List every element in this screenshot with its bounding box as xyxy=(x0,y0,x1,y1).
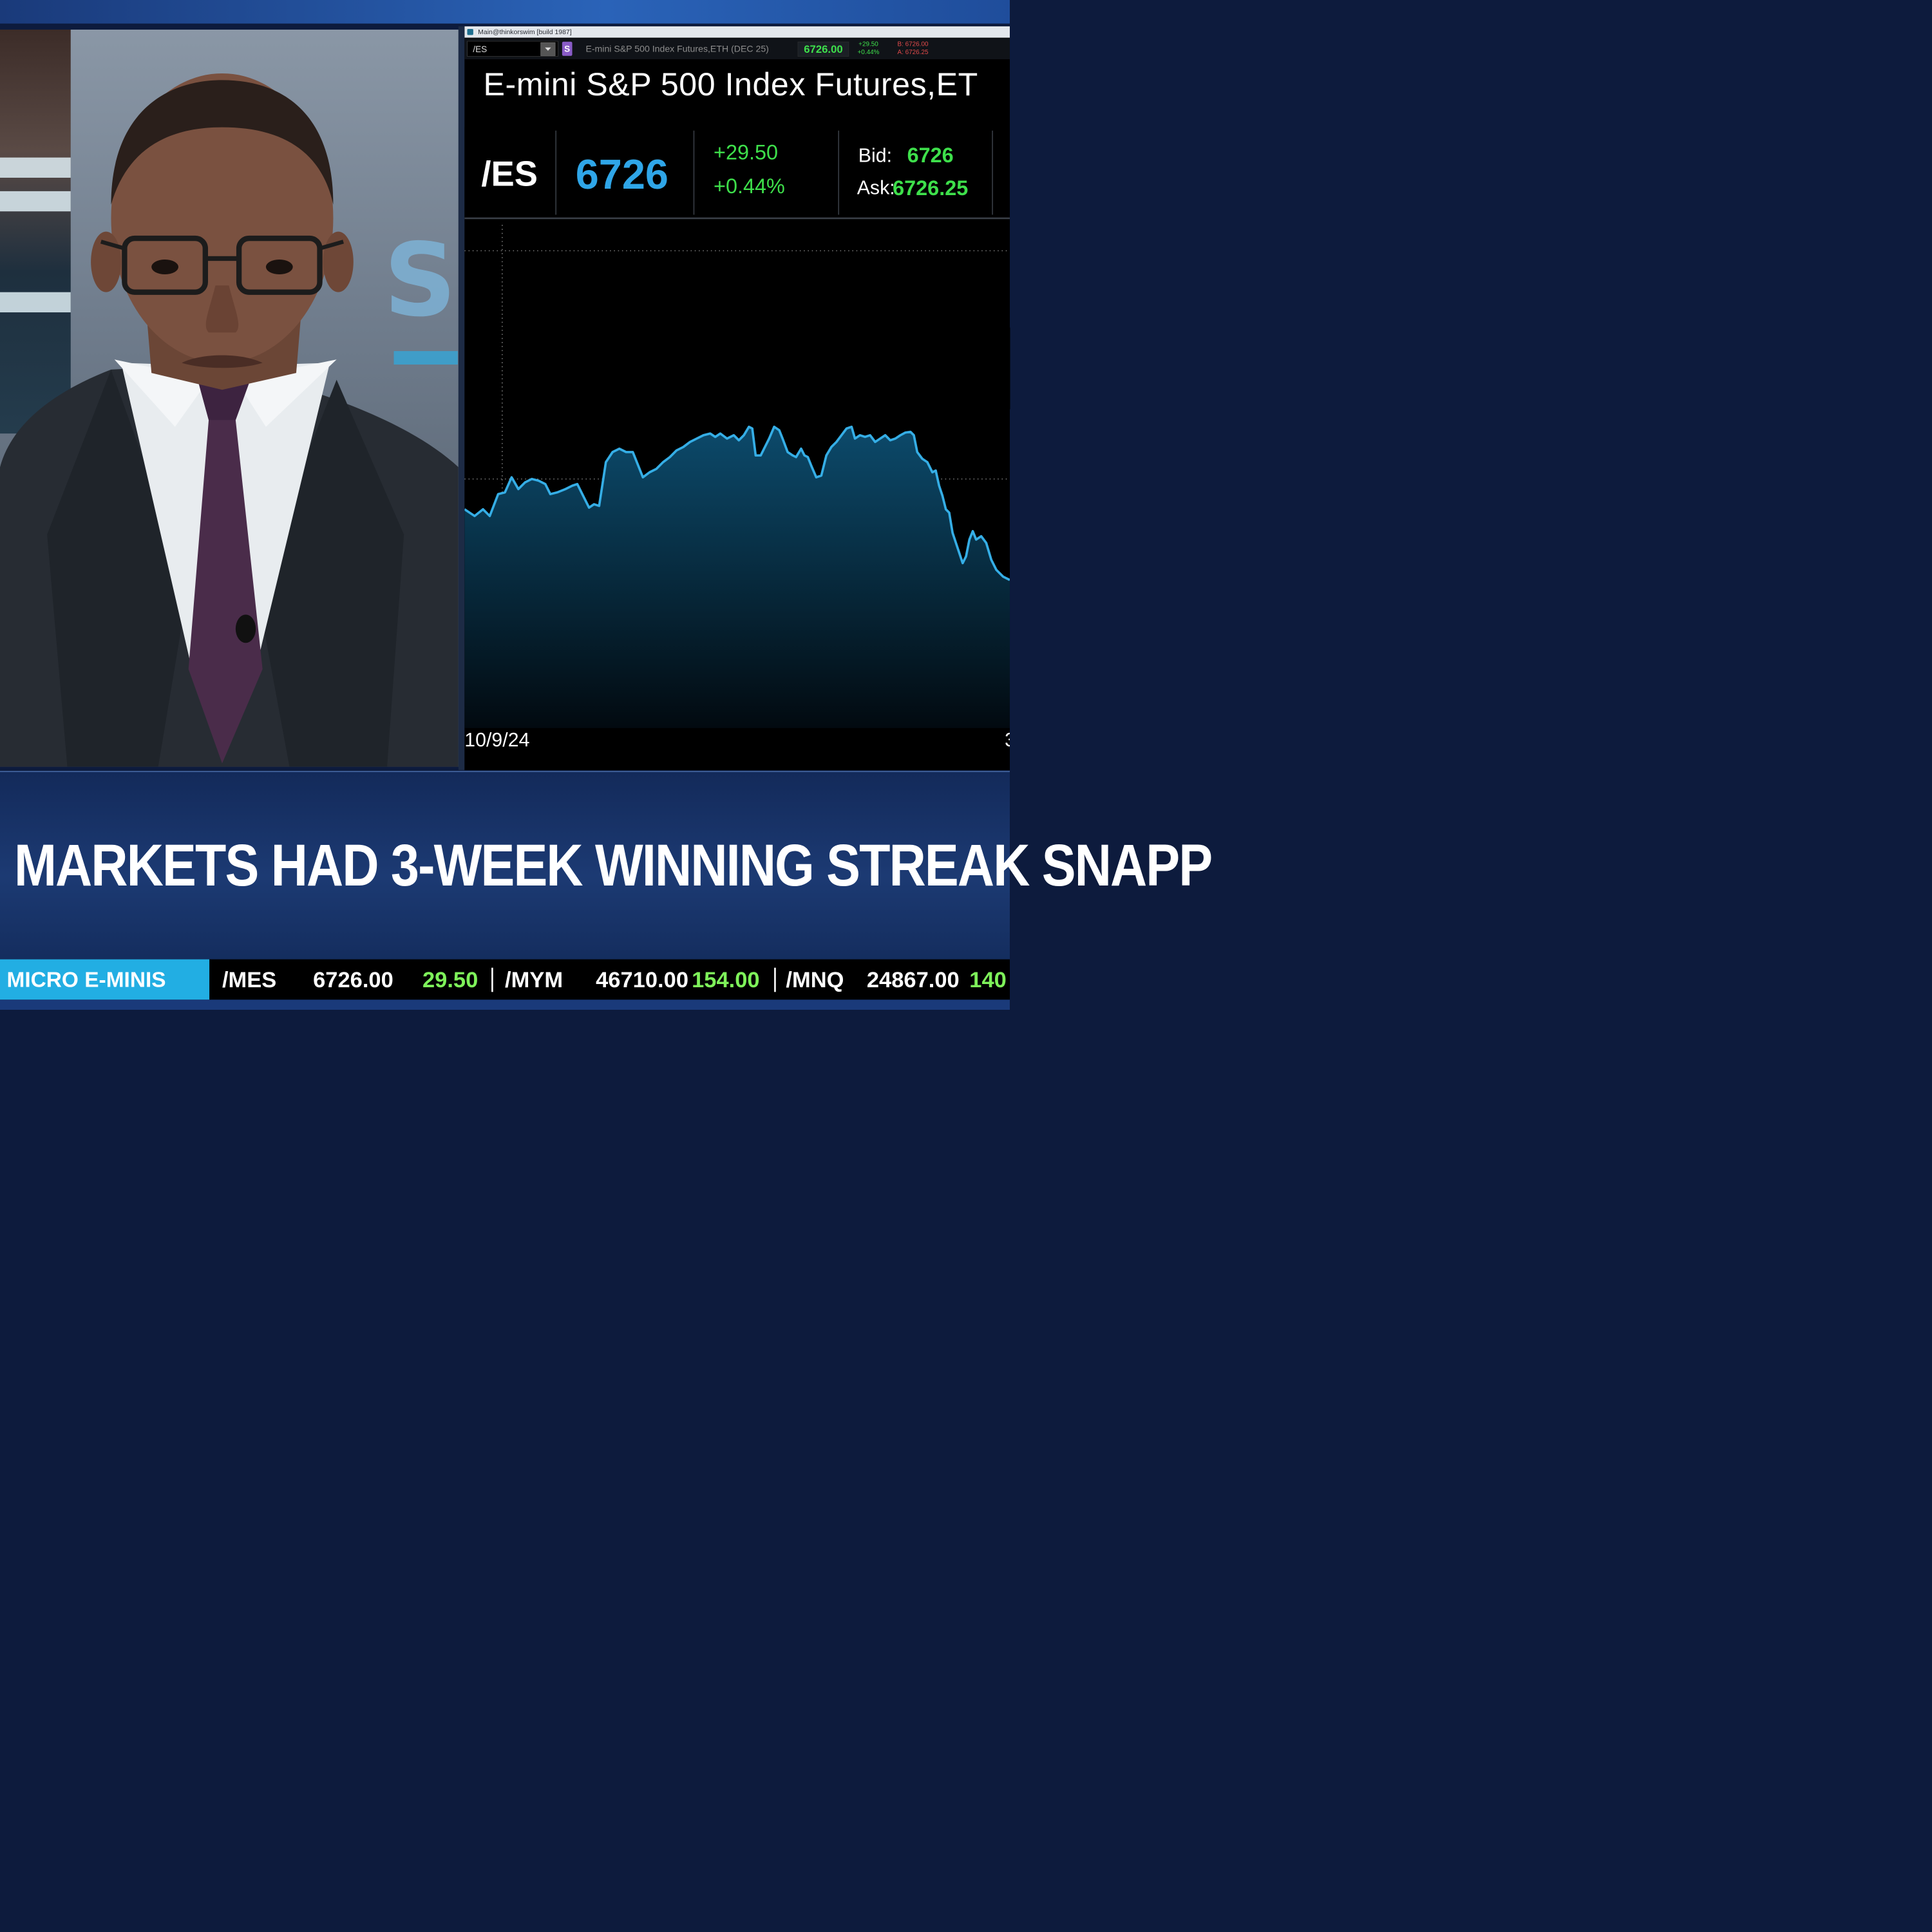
ticker-change: 154.00 xyxy=(692,967,760,992)
lower-third xyxy=(0,770,1010,961)
studio-light xyxy=(0,157,71,178)
price-area xyxy=(464,426,1010,728)
toolbar-bid: B: 6726.00 xyxy=(897,41,929,48)
symbol-description: E-mini S&P 500 Index Futures,ETH (DEC 25… xyxy=(585,43,769,54)
toolbar-bid-ask: B: 6726.00 A: 6726.25 xyxy=(889,41,936,57)
toolbar-net-change: +29.50 xyxy=(858,41,878,48)
quote-pct-change: +0.44% xyxy=(714,175,785,198)
ticker-value: 6726.00 xyxy=(313,967,393,992)
symbol-toolbar: /ES S E-mini S&P 500 Index Futures,ETH (… xyxy=(464,38,1010,59)
quote-separator xyxy=(693,130,695,215)
x-axis-end-label: 3 xyxy=(1005,728,1010,751)
ticker-label: MICRO E-MINIS xyxy=(0,959,210,1000)
studio-logo: Sc xyxy=(383,221,459,339)
bottom-strip xyxy=(0,999,1010,1010)
ticker-symbol: /MYM xyxy=(505,967,564,992)
ticker-separator xyxy=(491,967,493,992)
bid-value: 6726 xyxy=(907,144,954,167)
link-icon[interactable]: S xyxy=(562,41,573,56)
ticker-change: 140 xyxy=(969,967,1007,992)
studio-logo-bar xyxy=(393,351,458,365)
toolbar-change: +29.50 +0.44% xyxy=(851,41,885,57)
studio-light xyxy=(0,191,71,212)
ticker-value: 24867.00 xyxy=(866,967,960,992)
window-titlebar: Main@thinkorswim [build 1987] xyxy=(464,26,1010,38)
toolbar-last-price: 6726.00 xyxy=(797,41,849,57)
quote-separator xyxy=(838,130,840,215)
ask-label: Ask: xyxy=(857,176,895,199)
bid-label: Bid: xyxy=(858,144,893,167)
trading-platform-window: Main@thinkorswim [build 1987] /ES S E-mi… xyxy=(464,26,1010,770)
price-chart xyxy=(464,225,1010,728)
toolbar-ask: A: 6726.25 xyxy=(897,48,929,56)
top-strip xyxy=(0,0,1010,24)
ticker-symbol: /MES xyxy=(222,967,277,992)
panel-divider xyxy=(458,26,466,770)
headline: MARKETS HAD 3-WEEK WINNING STREAK SNAPP xyxy=(14,832,1213,898)
presenter-video: Sc xyxy=(0,29,459,767)
quote-symbol: /ES xyxy=(481,154,538,194)
ticker-symbol: /MNQ xyxy=(786,967,844,992)
window-title: Main@thinkorswim [build 1987] xyxy=(478,28,572,36)
quote-separator xyxy=(992,130,993,215)
studio-light xyxy=(0,292,71,313)
instrument-title: E-mini S&P 500 Index Futures,ET xyxy=(483,66,978,102)
ask-value: 6726.25 xyxy=(893,176,969,200)
quote-last-price: 6726 xyxy=(575,151,668,198)
studio-background xyxy=(0,29,71,434)
ticker-value: 46710.00 xyxy=(596,967,689,992)
price-line xyxy=(464,425,1010,582)
ticker-change: 29.50 xyxy=(422,967,478,992)
dropdown-icon[interactable] xyxy=(540,42,556,56)
toolbar-pct-change: +0.44% xyxy=(857,48,880,56)
app-icon xyxy=(467,28,473,35)
quote-net-change: +29.50 xyxy=(714,140,779,165)
x-axis-start-label: 10/9/24 xyxy=(464,728,530,751)
ticker-separator xyxy=(774,967,776,992)
presenter-figure xyxy=(0,73,459,767)
quote-separator xyxy=(555,130,556,215)
